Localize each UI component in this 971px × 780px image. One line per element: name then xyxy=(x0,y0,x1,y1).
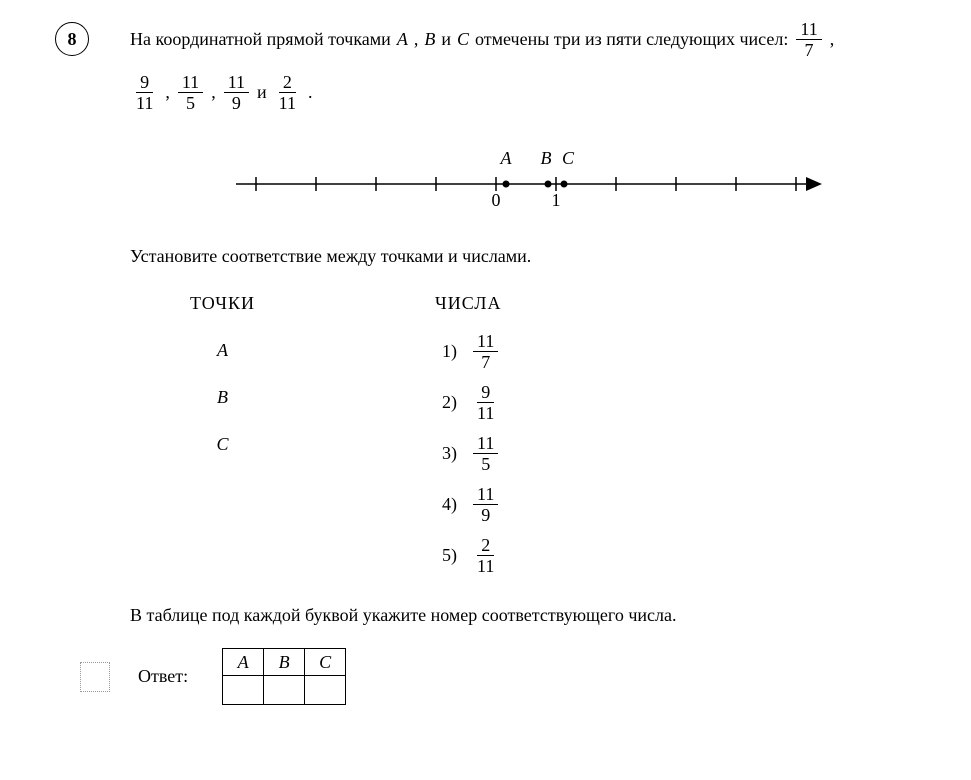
answer-row: Ответ: A B C xyxy=(80,648,931,705)
point-item-c: C xyxy=(190,434,255,455)
answer-header-row: A B C xyxy=(223,649,346,676)
number-option-num: 11 xyxy=(473,332,498,352)
match-columns: ТОЧКИ A B C ЧИСЛА 1)1172)9113)1154)1195)… xyxy=(190,293,931,587)
number-option-den: 11 xyxy=(473,556,498,575)
answer-cell-c[interactable] xyxy=(305,676,346,705)
number-option-num: 11 xyxy=(473,485,498,505)
number-line-container: 0 1 A BC xyxy=(130,136,921,226)
fraction-3-num: 11 xyxy=(224,73,249,93)
fraction-head-den: 7 xyxy=(801,40,818,59)
text-middle: отмечены три из пяти следующих чисел: xyxy=(475,27,788,52)
points-list: A B C xyxy=(190,340,255,455)
number-option-den: 9 xyxy=(477,505,494,524)
comma: , xyxy=(414,27,419,52)
problem-number-text: 8 xyxy=(68,29,77,50)
answer-input-row xyxy=(223,676,346,705)
svg-text:1: 1 xyxy=(551,190,560,210)
sep: , xyxy=(165,82,170,103)
points-column: ТОЧКИ A B C xyxy=(190,293,255,587)
point-a-inline: A xyxy=(397,27,408,52)
problem-number-badge: 8 xyxy=(55,22,89,56)
svg-text:C: C xyxy=(561,148,574,168)
number-option-fraction: 119 xyxy=(473,485,498,524)
footer-instruction: В таблице под каждой буквой укажите номе… xyxy=(130,605,931,626)
number-option-index: 4) xyxy=(435,494,457,515)
trail-comma: , xyxy=(830,27,835,52)
score-box[interactable] xyxy=(80,662,110,692)
fraction-4-num: 2 xyxy=(279,73,296,93)
fraction-2-den: 5 xyxy=(182,93,199,112)
point-item-b: B xyxy=(190,387,255,408)
svg-text:B: B xyxy=(540,148,551,168)
number-option-num: 9 xyxy=(477,383,494,403)
number-option-4: 4) 119 xyxy=(435,485,501,524)
point-c-inline: C xyxy=(457,27,469,52)
number-option-index: 5) xyxy=(435,545,457,566)
number-option-index: 1) xyxy=(435,341,457,362)
fraction-4: 2 11 xyxy=(275,73,300,112)
answer-header-c: C xyxy=(305,649,346,676)
number-option-fraction: 911 xyxy=(473,383,498,422)
number-option-5: 5) 211 xyxy=(435,536,501,575)
points-title: ТОЧКИ xyxy=(190,293,255,314)
answer-cell-b[interactable] xyxy=(264,676,305,705)
answer-header-b: B xyxy=(264,649,305,676)
number-option-den: 7 xyxy=(477,352,494,371)
numbers-column: ЧИСЛА 1)1172)9113)1154)1195)211 xyxy=(435,293,501,587)
number-option-num: 2 xyxy=(477,536,494,556)
number-option-num: 11 xyxy=(473,434,498,454)
statement-line-2: 9 11 , 11 5 , 11 9 и 2 11 . xyxy=(130,73,921,112)
sep: , xyxy=(211,82,216,103)
statement-line-1: На координатной прямой точками A, B и C … xyxy=(130,20,921,59)
instruction-text: Установите соответствие между точками и … xyxy=(130,246,931,267)
answer-cell-a[interactable] xyxy=(223,676,264,705)
number-option-den: 11 xyxy=(473,403,498,422)
period: . xyxy=(308,82,313,103)
fraction-3: 11 9 xyxy=(224,73,249,112)
and-word: и xyxy=(441,27,451,52)
answer-header-a: A xyxy=(223,649,264,676)
number-option-1: 1) 117 xyxy=(435,332,501,371)
number-option-fraction: 211 xyxy=(473,536,498,575)
fraction-1-num: 9 xyxy=(136,73,153,93)
and-word-2: и xyxy=(257,82,267,103)
fraction-3-den: 9 xyxy=(228,93,245,112)
page: 8 На координатной прямой точками A, B и … xyxy=(0,0,971,780)
answer-label: Ответ: xyxy=(138,666,188,687)
number-option-index: 2) xyxy=(435,392,457,413)
fraction-2-num: 11 xyxy=(178,73,203,93)
numbers-title: ЧИСЛА xyxy=(435,293,501,314)
fraction-1-den: 11 xyxy=(132,93,157,112)
fraction-head: 11 7 xyxy=(796,20,821,59)
fraction-2: 11 5 xyxy=(178,73,203,112)
svg-text:A: A xyxy=(499,148,512,168)
problem-statement: На координатной прямой точками A, B и C … xyxy=(130,20,921,226)
number-option-index: 3) xyxy=(435,443,457,464)
number-option-3: 3) 115 xyxy=(435,434,501,473)
number-option-2: 2) 911 xyxy=(435,383,501,422)
svg-text:0: 0 xyxy=(491,190,500,210)
point-b-inline: B xyxy=(424,27,435,52)
number-option-fraction: 117 xyxy=(473,332,498,371)
answer-table: A B C xyxy=(222,648,346,705)
fraction-1: 9 11 xyxy=(132,73,157,112)
number-option-den: 5 xyxy=(477,454,494,473)
numbers-list: 1)1172)9113)1154)1195)211 xyxy=(435,332,501,575)
number-line: 0 1 A BC xyxy=(216,136,836,226)
fraction-head-num: 11 xyxy=(796,20,821,40)
point-item-a: A xyxy=(190,340,255,361)
number-option-fraction: 115 xyxy=(473,434,498,473)
text-prefix: На координатной прямой точками xyxy=(130,27,391,52)
fraction-4-den: 11 xyxy=(275,93,300,112)
